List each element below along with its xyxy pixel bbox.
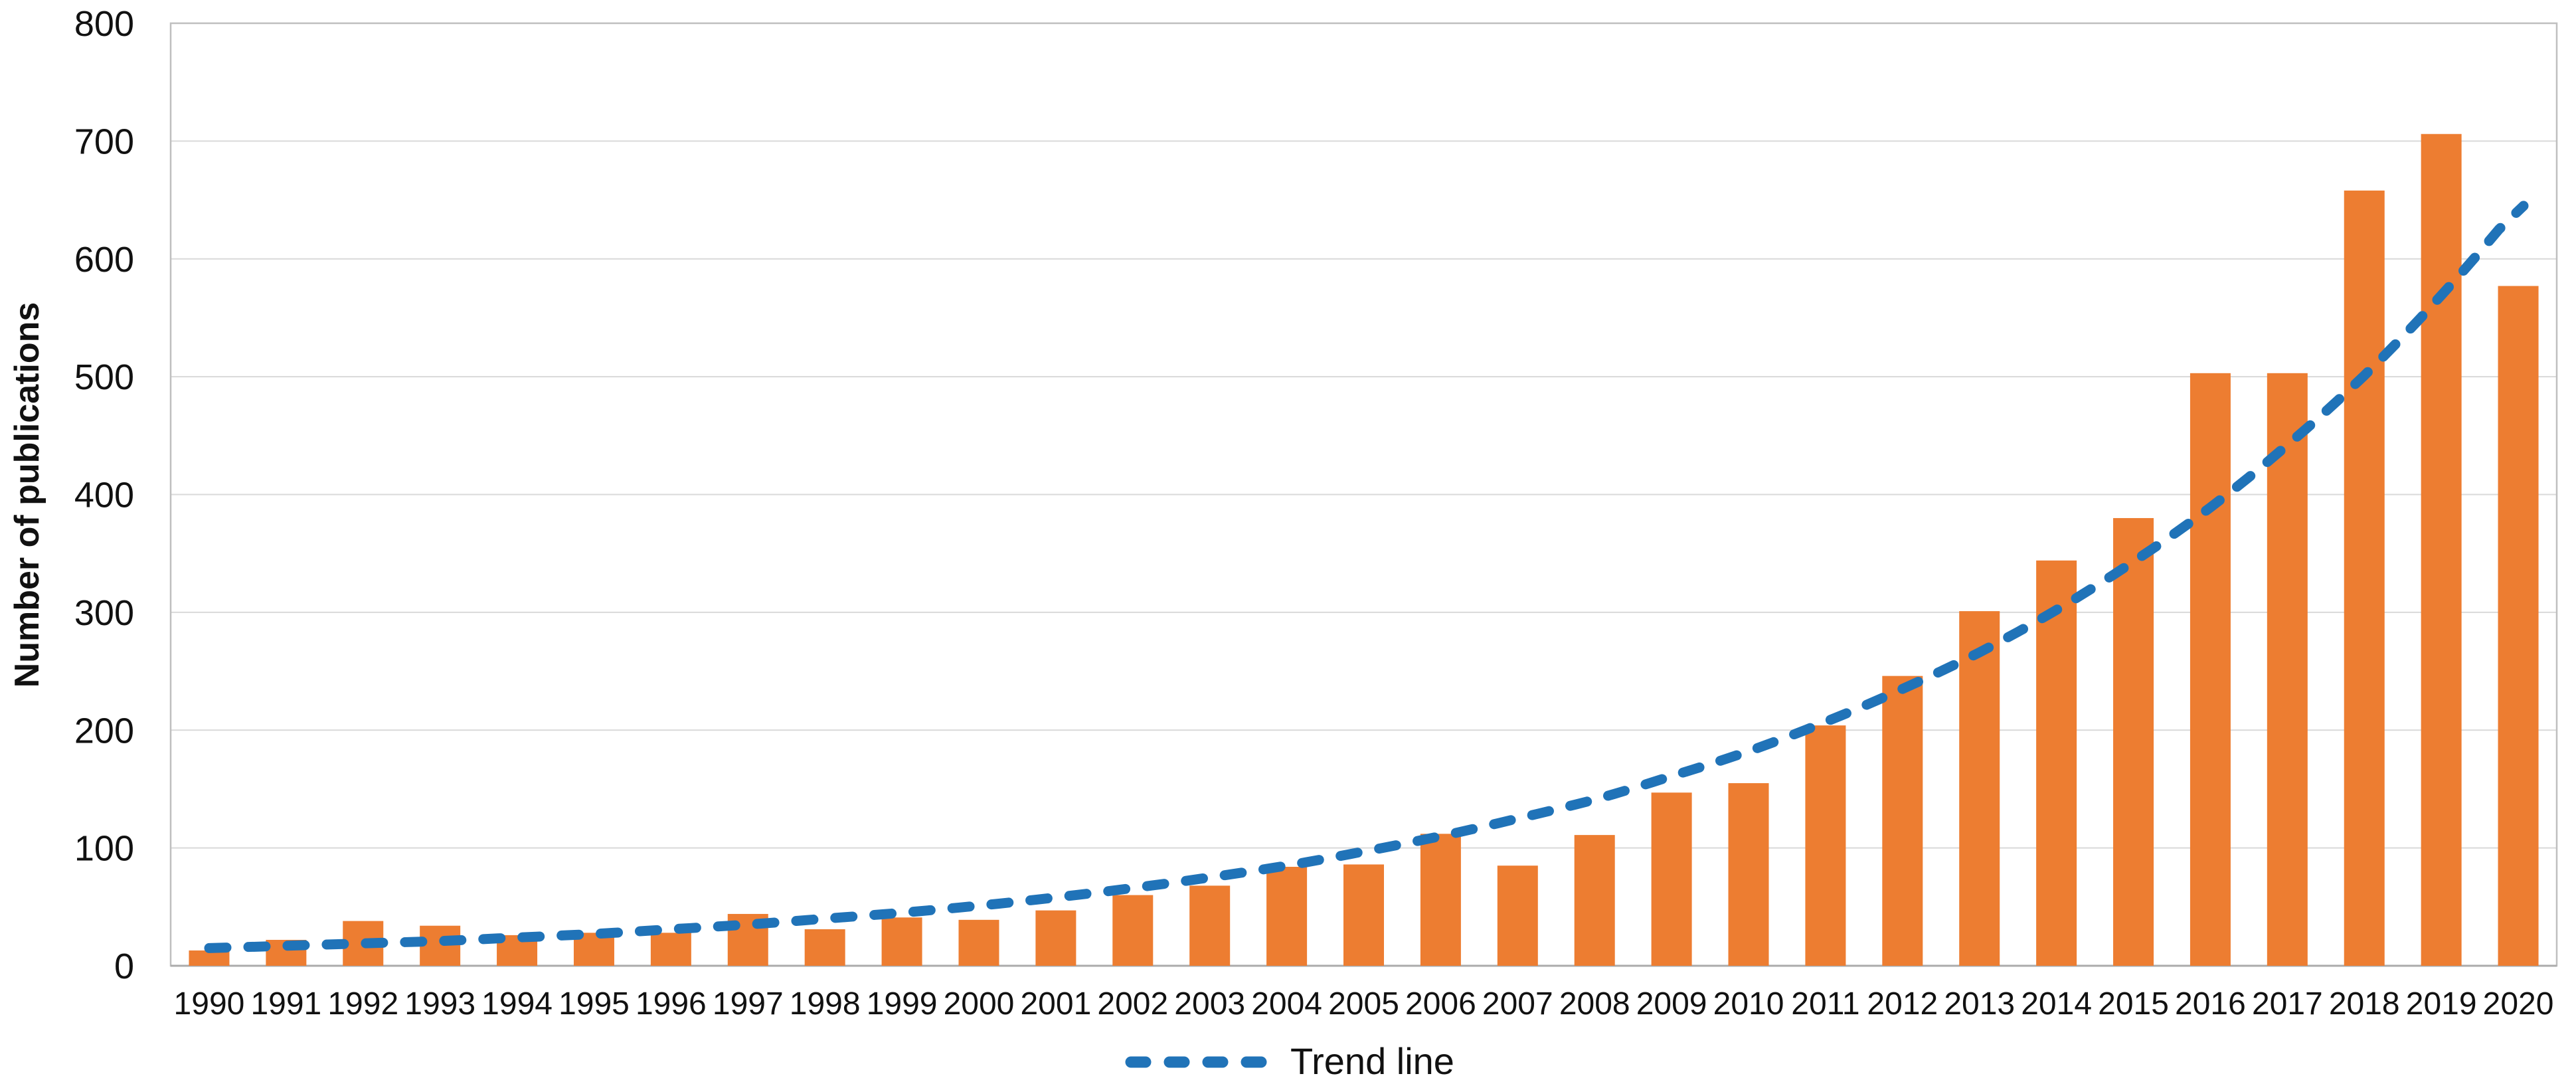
x-tick-label-2020: 2020 (2483, 986, 2554, 1022)
y-axis-tick-labels: 0 100 200 300 400 500 600 700 800 (74, 4, 134, 986)
bar-2005 (1343, 864, 1384, 966)
bar-2003 (1189, 885, 1231, 966)
bar-2018 (2344, 190, 2385, 966)
x-tick-label-2010: 2010 (1713, 986, 1784, 1022)
x-tick-label-2017: 2017 (2252, 986, 2323, 1022)
x-tick-label-1999: 1999 (867, 986, 938, 1022)
trend-line-path (204, 201, 2529, 953)
bar-2008 (1574, 835, 1615, 966)
legend: Trend line (1125, 1040, 1454, 1082)
x-tick-label-2019: 2019 (2406, 986, 2477, 1022)
trend-layer (204, 201, 2529, 953)
y-tick-label-700: 700 (74, 122, 134, 161)
bar-1999 (881, 917, 922, 966)
x-tick-label-2015: 2015 (2098, 986, 2169, 1022)
bar-1993 (420, 925, 461, 966)
x-tick-label-2007: 2007 (1482, 986, 1553, 1022)
bar-layer (189, 134, 2539, 966)
x-tick-label-1991: 1991 (250, 986, 321, 1022)
x-tick-label-1993: 1993 (404, 986, 475, 1022)
x-tick-label-1998: 1998 (790, 986, 861, 1022)
x-tick-label-2005: 2005 (1328, 986, 1399, 1022)
bar-2004 (1266, 867, 1308, 966)
y-tick-label-400: 400 (74, 476, 134, 515)
x-tick-label-2006: 2006 (1405, 986, 1476, 1022)
x-tick-label-1992: 1992 (327, 986, 398, 1022)
x-tick-label-2011: 2011 (1791, 986, 1859, 1022)
x-tick-label-2013: 2013 (1944, 986, 2015, 1022)
y-tick-label-500: 500 (74, 357, 134, 397)
x-tick-label-1990: 1990 (174, 986, 245, 1022)
y-tick-label-0: 0 (114, 947, 134, 986)
bar-1998 (804, 929, 845, 966)
x-axis-tick-labels: 1990 1991 1992 1993 1994 1995 1996 1997 1998 1999… (174, 986, 2554, 1022)
bar-2011 (1805, 725, 1846, 966)
bar-2014 (2036, 560, 2077, 966)
y-axis-title: Number of publications (8, 302, 46, 688)
y-tick-label-100: 100 (74, 829, 134, 869)
bar-2006 (1420, 834, 1461, 966)
x-tick-label-2001: 2001 (1020, 986, 1091, 1022)
y-tick-label-800: 800 (74, 4, 134, 44)
x-tick-label-1997: 1997 (713, 986, 784, 1022)
bar-2012 (1882, 676, 1923, 966)
x-tick-label-2002: 2002 (1097, 986, 1168, 1022)
x-tick-label-2003: 2003 (1174, 986, 1245, 1022)
x-tick-label-2014: 2014 (2021, 986, 2092, 1022)
bar-2010 (1728, 783, 1769, 966)
bar-2009 (1651, 792, 1692, 966)
x-tick-label-2016: 2016 (2175, 986, 2246, 1022)
bar-2007 (1497, 865, 1538, 966)
x-tick-label-2009: 2009 (1636, 986, 1707, 1022)
y-tick-label-200: 200 (74, 711, 134, 751)
x-tick-label-2018: 2018 (2329, 986, 2400, 1022)
bar-2017 (2267, 373, 2308, 966)
bar-1990 (189, 950, 230, 966)
legend-label: Trend line (1290, 1040, 1454, 1082)
x-tick-label-1994: 1994 (481, 986, 553, 1022)
x-tick-label-2000: 2000 (944, 986, 1015, 1022)
y-tick-label-600: 600 (74, 240, 134, 280)
bar-1996 (650, 933, 691, 966)
x-tick-label-1995: 1995 (558, 986, 630, 1022)
x-tick-label-1996: 1996 (636, 986, 707, 1022)
bar-2013 (1959, 611, 2000, 966)
bar-2000 (958, 919, 999, 966)
y-tick-label-300: 300 (74, 593, 134, 633)
bar-2019 (2421, 134, 2462, 966)
x-tick-label-2012: 2012 (1867, 986, 1938, 1022)
bar-2016 (2190, 373, 2231, 966)
x-tick-label-2004: 2004 (1251, 986, 1322, 1022)
bar-2020 (2498, 286, 2539, 966)
x-tick-label-2008: 2008 (1559, 986, 1630, 1022)
bar-2015 (2113, 517, 2154, 966)
bar-2001 (1035, 910, 1076, 966)
bar-2002 (1112, 895, 1154, 966)
